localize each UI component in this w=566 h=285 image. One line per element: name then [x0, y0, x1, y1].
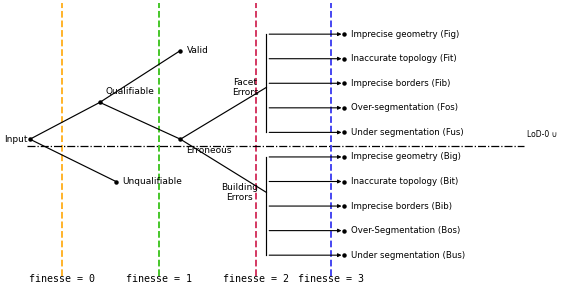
Text: Inaccurate topology (Fit): Inaccurate topology (Fit)	[351, 54, 457, 63]
Text: Under segmentation (Fus): Under segmentation (Fus)	[351, 128, 464, 137]
Text: Erroneous: Erroneous	[186, 146, 231, 155]
Text: Unqualifiable: Unqualifiable	[122, 177, 182, 186]
Text: finesse = 1: finesse = 1	[126, 274, 192, 284]
Text: Input: Input	[4, 135, 27, 144]
Text: Imprecise geometry (Fig): Imprecise geometry (Fig)	[351, 30, 460, 39]
Text: Imprecise geometry (Big): Imprecise geometry (Big)	[351, 152, 461, 161]
Text: Imprecise borders (Bib): Imprecise borders (Bib)	[351, 201, 452, 211]
Text: Over-segmentation (Fos): Over-segmentation (Fos)	[351, 103, 458, 112]
Text: finesse = 0: finesse = 0	[29, 274, 95, 284]
Text: Imprecise borders (Fib): Imprecise borders (Fib)	[351, 79, 451, 88]
Text: Qualifiable: Qualifiable	[105, 87, 154, 96]
Text: Facet
Errors: Facet Errors	[231, 78, 258, 97]
Text: Building
Errors: Building Errors	[221, 183, 258, 202]
Text: finesse = 2: finesse = 2	[222, 274, 289, 284]
Text: Inaccurate topology (Bit): Inaccurate topology (Bit)	[351, 177, 458, 186]
Text: Valid: Valid	[187, 46, 209, 55]
Text: finesse = 3: finesse = 3	[298, 274, 364, 284]
Text: LoD-0 ∪: LoD-0 ∪	[527, 130, 558, 139]
Text: Under segmentation (Bus): Under segmentation (Bus)	[351, 251, 465, 260]
Text: Over-Segmentation (Bos): Over-Segmentation (Bos)	[351, 226, 461, 235]
